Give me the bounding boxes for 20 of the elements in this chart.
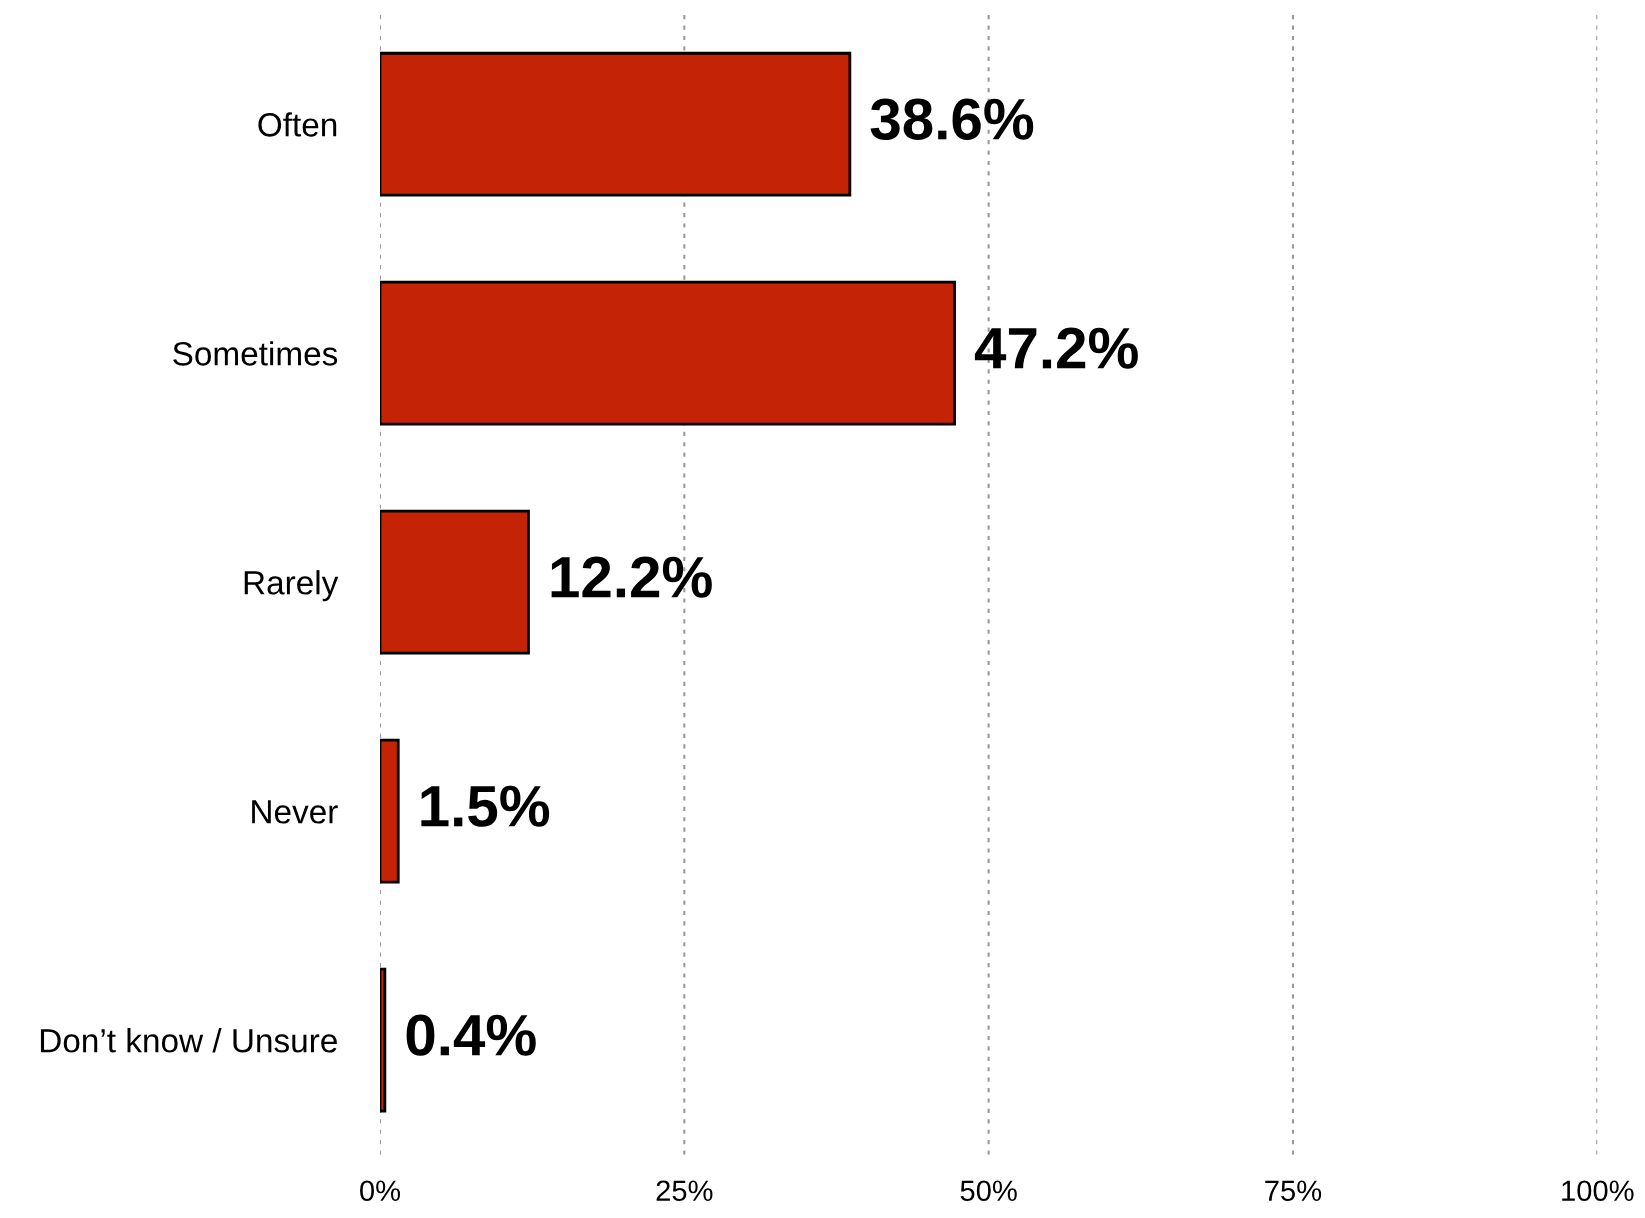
data-label: 0.4%	[406, 1014, 536, 1056]
y-tick-label: Rarely	[244, 570, 339, 602]
bar	[379, 738, 400, 884]
bar	[379, 967, 387, 1113]
data-label: 38.6%	[870, 98, 1034, 140]
bar	[379, 509, 530, 655]
x-tick-label: 75%	[1265, 1180, 1322, 1202]
x-tick-label: 0%	[360, 1180, 401, 1202]
data-label: 1.5%	[421, 785, 550, 827]
x-tick-label: 25%	[656, 1180, 713, 1202]
x-tick-label: 50%	[960, 1180, 1017, 1202]
y-tick-label: Never	[252, 800, 338, 824]
y-tick-label: Sometimes	[173, 341, 338, 366]
bar	[379, 280, 956, 426]
data-label: 47.2%	[974, 327, 1138, 369]
y-tick-label: Often	[258, 112, 337, 137]
y-tick-label: Don’t know / Unsure	[40, 1028, 337, 1053]
x-tick-label: 100%	[1562, 1180, 1634, 1202]
data-label: 12.2%	[551, 556, 712, 598]
bar	[379, 51, 852, 197]
